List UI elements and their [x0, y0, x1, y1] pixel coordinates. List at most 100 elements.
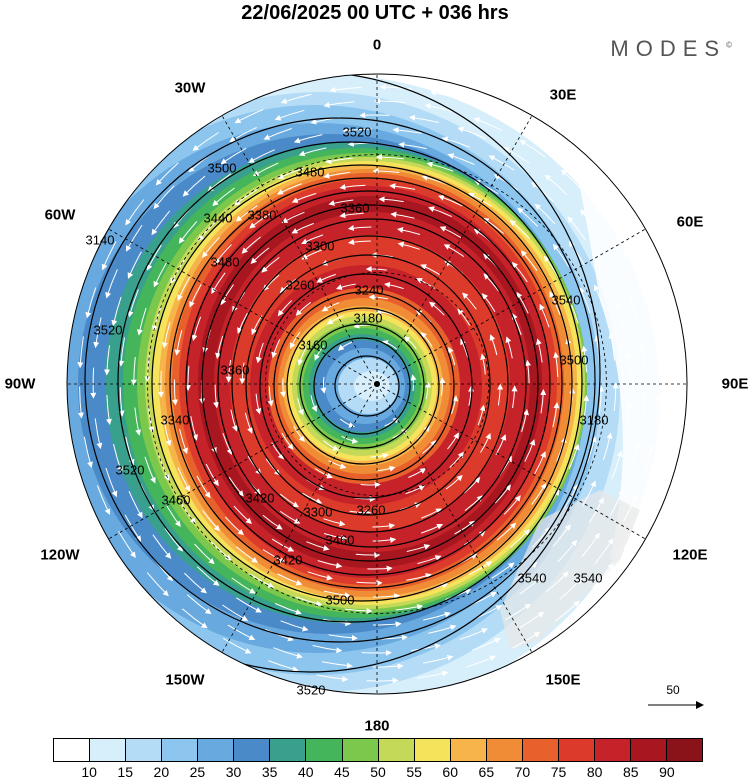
streamline-arrow: [348, 239, 371, 245]
streamline-arrow: [629, 441, 641, 472]
streamline-arrow: [429, 89, 462, 100]
streamline-arrow: [248, 149, 275, 163]
streamline-arrow: [509, 529, 530, 548]
streamline-arrow: [625, 351, 632, 381]
streamline-arrow: [520, 250, 538, 271]
streamline-arrow: [425, 381, 432, 400]
streamline-arrow: [298, 147, 327, 157]
contour-line: [201, 204, 539, 562]
streamline-arrow: [178, 221, 198, 244]
streamline-arrow: [670, 374, 677, 407]
streamline-arrow: [191, 316, 202, 341]
streamline-arrow: [328, 199, 354, 206]
contour-label: 3300: [305, 238, 335, 254]
streamline-arrow: [579, 286, 591, 314]
streamline-arrow: [420, 264, 440, 276]
streamline-arrow: [647, 473, 661, 505]
meridian-line: [221, 115, 378, 385]
streamline-arrow: [468, 193, 492, 207]
streamline-arrow: [211, 272, 226, 294]
streamline-arrow: [291, 222, 314, 234]
streamline-arrow: [449, 451, 464, 468]
streamline-arrow: [94, 418, 103, 450]
colorbar-tick-label: 75: [550, 764, 567, 780]
streamline-arrow: [255, 342, 264, 364]
streamline-arrow: [250, 247, 270, 265]
streamline-arrow: [459, 628, 488, 640]
streamline-arrow: [177, 467, 191, 492]
streamline-arrow: [317, 560, 343, 569]
contour-line: [259, 273, 473, 499]
streamline-arrow: [553, 351, 560, 377]
streamline-arrow: [161, 322, 171, 349]
streamline-arrow: [314, 468, 333, 479]
streamline-arrow: [235, 205, 258, 222]
streamline-arrow: [271, 339, 281, 359]
streamline-arrow: [397, 227, 421, 235]
streamline-arrow: [379, 84, 412, 91]
contour-line: [84, 117, 596, 643]
streamline-arrow: [77, 336, 84, 369]
streamline-arrow: [222, 637, 252, 654]
contour-label: 3500: [325, 592, 355, 608]
streamline-arrow: [624, 248, 639, 277]
streamline-arrow: [177, 276, 191, 302]
longitude-label: 0: [372, 36, 382, 54]
streamline-arrow: [277, 167, 304, 179]
colorbar-tick-label: 50: [370, 764, 386, 780]
colorbar-swatch: [631, 739, 668, 761]
longitude-label: 150E: [545, 671, 581, 689]
colorbar-swatch: [414, 739, 451, 761]
streamline-arrow: [631, 230, 647, 260]
streamline-arrow: [293, 134, 323, 144]
streamline-arrow: [101, 241, 117, 271]
streamline-arrow: [289, 331, 301, 350]
streamline-arrow: [146, 244, 162, 271]
colorbar-tick-label: 10: [81, 764, 97, 780]
streamline-arrow: [96, 485, 111, 515]
streamline-arrow: [421, 440, 437, 454]
streamline-arrow: [643, 294, 654, 325]
streamline-arrow: [594, 284, 605, 312]
streamline-arrow: [390, 211, 415, 219]
contour-label: 3520: [115, 462, 145, 478]
colorbar-swatch: [270, 739, 307, 761]
streamline-arrow: [215, 335, 224, 359]
streamline-arrow: [567, 216, 586, 240]
streamline-arrow: [255, 393, 262, 415]
contour-label: 3180: [579, 412, 609, 428]
streamline-arrow: [665, 324, 673, 357]
colorbar-swatch: [234, 739, 271, 761]
streamline-arrow: [664, 424, 673, 457]
streamline-arrow: [428, 206, 452, 218]
streamline-arrow: [552, 243, 570, 267]
streamline-arrow: [339, 184, 366, 190]
streamline-arrow: [280, 510, 301, 524]
colorbar-swatch: [126, 739, 163, 761]
contour-label: 3160: [298, 337, 328, 353]
streamline-arrow: [462, 292, 477, 310]
streamline-arrow: [329, 86, 362, 93]
streamline-arrow: [503, 495, 521, 515]
streamline-arrow: [524, 439, 536, 462]
streamline-arrow: [460, 338, 469, 358]
streamline-arrow: [581, 532, 600, 558]
streamline-arrow: [474, 180, 499, 195]
streamline-arrow: [184, 572, 207, 594]
streamline-arrow: [153, 185, 175, 210]
streamline-arrow: [179, 428, 188, 455]
colorbar-tick-label: 80: [586, 764, 603, 780]
streamline-arrow: [302, 492, 323, 504]
streamline-arrow: [511, 261, 528, 283]
streamline-arrow: [540, 389, 547, 414]
streamline-arrow: [279, 493, 299, 508]
streamline-arrow: [93, 317, 102, 349]
colorbar-swatch: [667, 739, 703, 761]
streamline-arrow: [355, 552, 381, 559]
streamline-arrow: [105, 467, 118, 498]
streamline-arrow: [233, 505, 252, 524]
streamline-arrow: [252, 162, 279, 177]
streamline-arrow: [344, 607, 373, 614]
contour-label: 3420: [245, 490, 275, 506]
streamline-arrow: [144, 354, 151, 383]
